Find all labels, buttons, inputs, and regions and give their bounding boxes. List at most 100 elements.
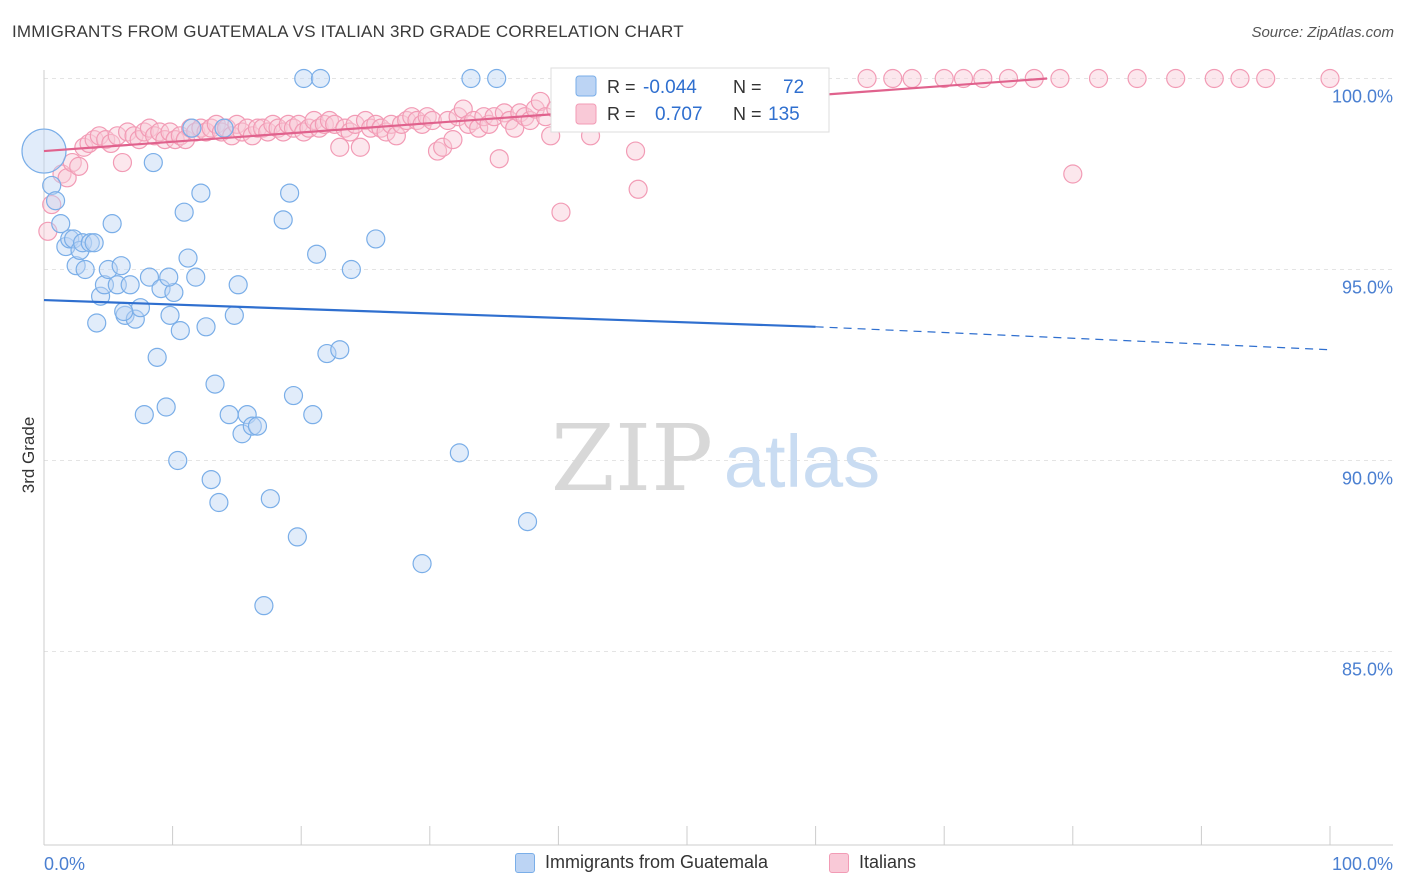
trend-lines (43, 77, 1331, 351)
series-italians-points (38, 68, 1340, 241)
legend-swatch-guatemala (515, 852, 535, 873)
italians-point-19 (144, 126, 165, 146)
italians-point-10 (96, 130, 116, 150)
trend-line-guatemala (43, 298, 816, 328)
italians-point-43 (268, 118, 288, 138)
trend-line-guatemala-extension (815, 326, 1331, 351)
italians-point-120 (902, 68, 922, 89)
guatemala-point-56 (287, 527, 307, 547)
italians-point-73 (422, 110, 442, 131)
guatemala-point-12 (84, 233, 104, 253)
guatemala-point-21 (120, 275, 140, 295)
guatemala-point-57 (294, 68, 314, 89)
italians-point-40 (253, 118, 273, 138)
stats-legend: R = -0.044 N = 72 R = 0.707 N = 135 (550, 67, 830, 133)
legend-label-guatemala: Immigrants from Guatemala (545, 852, 769, 872)
stats-legend-swatch-italians (575, 103, 597, 125)
guatemala-point-41 (205, 374, 225, 394)
axes (43, 70, 1393, 846)
stats-n-value-italians: 135 (768, 104, 800, 125)
italians-point-74 (427, 141, 448, 161)
y-tick-label-95: 95.0% (1342, 278, 1393, 298)
guatemala-point-2 (45, 191, 66, 211)
guatemala-point-68 (487, 68, 507, 89)
guatemala-point-30 (160, 305, 180, 325)
italians-point-77 (443, 130, 463, 150)
guatemala-point-66 (449, 443, 469, 463)
stats-n-value-guatemala: 72 (783, 77, 804, 98)
guatemala-point-25 (139, 267, 160, 287)
guatemala-point-58 (303, 405, 323, 425)
italians-point-75 (433, 137, 453, 157)
guatemala-point-29 (156, 397, 176, 417)
guatemala-point-45 (224, 305, 244, 325)
stats-r-value-italians: 0.707 (655, 104, 703, 125)
legend-item-guatemala[interactable]: Immigrants from Guatemala (515, 852, 768, 873)
italians-point-59 (350, 137, 370, 157)
italians-point-124 (998, 68, 1019, 89)
guatemala-point-17 (102, 214, 122, 234)
y-axis-label: 3rd Grade (19, 417, 38, 494)
guatemala-point-28 (151, 279, 171, 299)
guatemala-point-39 (196, 317, 216, 337)
italians-point-108 (628, 179, 648, 199)
chart-title: IMMIGRANTS FROM GUATEMALA VS ITALIAN 3RD… (12, 22, 684, 41)
series-legend: Immigrants from Guatemala Italians (0, 852, 1406, 878)
italians-point-17 (134, 122, 154, 142)
guatemala-point-71 (114, 301, 134, 322)
guatemala-point-32 (168, 450, 188, 471)
legend-swatch-italians (829, 852, 849, 873)
italians-point-39 (247, 118, 268, 138)
guatemala-point-65 (412, 554, 432, 574)
guatemala-point-59 (307, 244, 327, 264)
trend-line-italians (43, 77, 1048, 153)
guatemala-point-35 (178, 248, 198, 268)
y-tick-label-100: 100.0% (1332, 87, 1393, 107)
guatemala-point-26 (143, 152, 163, 173)
guatemala-point-67 (461, 68, 481, 89)
italians-point-98 (551, 202, 571, 222)
guatemala-point-61 (317, 343, 337, 364)
stats-r-label-guatemala: R = (607, 77, 636, 97)
chart-source: Source: ZipAtlas.com (1251, 24, 1394, 41)
italians-point-130 (1166, 68, 1186, 89)
italians-point-85 (484, 107, 504, 127)
guatemala-point-31 (164, 282, 184, 303)
watermark-atlas: atlas (724, 420, 880, 503)
guatemala-point-36 (182, 118, 202, 138)
italians-point-126 (1050, 68, 1070, 89)
italians-point-133 (1256, 68, 1276, 89)
italians-point-5 (69, 156, 89, 176)
italians-point-66 (386, 126, 406, 146)
guatemala-point-40 (201, 470, 221, 490)
italians-point-134 (1320, 68, 1340, 89)
guatemala-point-54 (280, 183, 300, 203)
stats-legend-swatch-guatemala (575, 75, 597, 97)
y-tick-label-90: 90.0% (1342, 469, 1393, 489)
guatemala-point-43 (214, 118, 234, 138)
guatemala-point-63 (341, 259, 361, 280)
italians-point-119 (883, 68, 903, 89)
italians-point-29 (196, 122, 216, 142)
guatemala-point-69 (517, 512, 538, 532)
italians-point-122 (953, 68, 974, 89)
italians-point-72 (417, 107, 437, 127)
watermark-zip: ZIP (551, 405, 713, 512)
guatemala-point-44 (219, 405, 239, 425)
italians-point-52 (314, 114, 334, 134)
y-tick-label-85: 85.0% (1342, 660, 1393, 680)
guatemala-point-1 (42, 175, 62, 196)
italians-point-11 (101, 133, 121, 154)
italians-point-69 (402, 107, 422, 127)
guatemala-point-37 (186, 267, 206, 287)
guatemala-point-51 (254, 596, 274, 616)
italians-point-23 (165, 130, 185, 150)
guatemala-point-53 (273, 210, 293, 230)
guatemala-point-50 (247, 416, 268, 436)
guatemala-point-42 (209, 492, 229, 513)
legend-label-italians: Italians (859, 852, 917, 872)
guatemala-point-33 (170, 321, 190, 341)
guatemala-point-24 (134, 405, 154, 425)
legend-item-italians[interactable]: Italians (829, 852, 916, 873)
stats-r-label-italians: R = (607, 104, 636, 124)
